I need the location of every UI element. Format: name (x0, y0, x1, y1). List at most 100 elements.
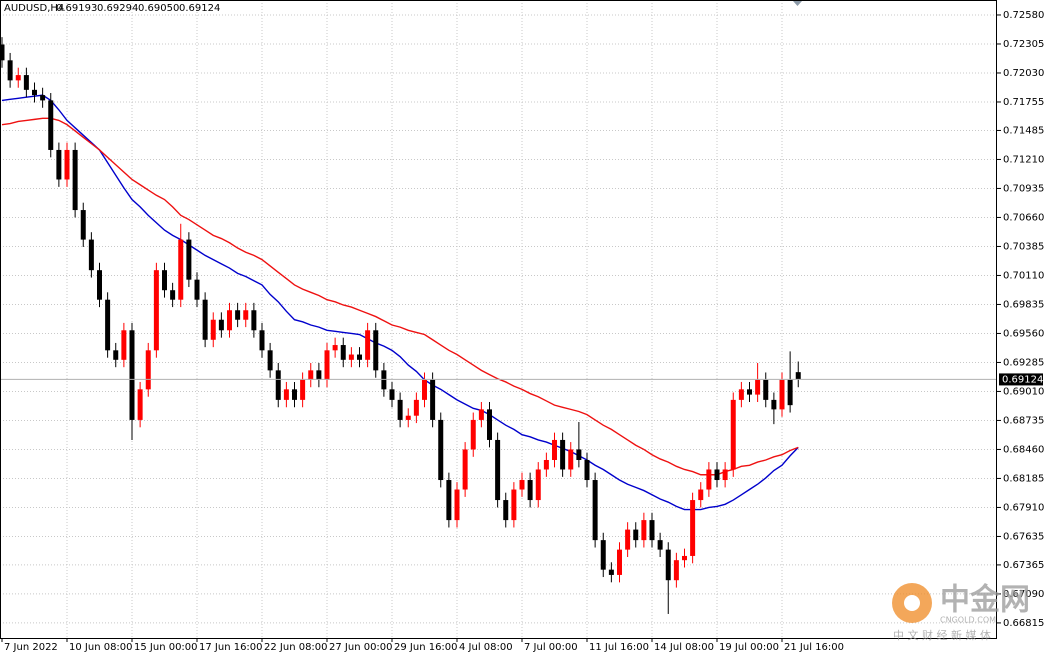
x-tick-label: 21 Jul 16:00 (784, 642, 844, 653)
y-tick-label: 0.69010 (1003, 386, 1044, 397)
candle-body (673, 560, 679, 581)
candle-body (771, 399, 777, 410)
axes: 0.72580 0.72305 0.72030 0.71755 0.71485 0.712… (1, 10, 1044, 653)
candle-body (738, 389, 744, 400)
candle-body (178, 239, 184, 300)
candle-body (641, 520, 647, 541)
y-tick-label: 0.69285 (1003, 357, 1044, 368)
x-tick-label: 7 Jul 00:00 (524, 642, 578, 653)
watermark-logo-inner (904, 595, 920, 611)
candle-body (153, 270, 159, 351)
candle-body (218, 319, 224, 331)
y-tick-label: 0.69560 (1003, 328, 1044, 339)
candle-body (32, 89, 37, 96)
shift-marker (793, 1, 802, 6)
y-tick-label: 0.70660 (1003, 212, 1044, 223)
candle-body (795, 372, 801, 380)
candle-body (7, 60, 13, 81)
candle-body (478, 409, 484, 420)
y-tick-label: 0.70385 (1003, 241, 1044, 252)
candle-body (714, 469, 720, 481)
candle-body (80, 210, 86, 240)
x-tick-label: 7 Jun 2022 (4, 642, 58, 653)
candle-body (48, 100, 54, 150)
candle-body (235, 310, 241, 320)
candle-body (552, 439, 557, 460)
y-tick-label: 0.70935 (1003, 183, 1044, 194)
candle-body (357, 354, 362, 360)
candle-body (422, 379, 427, 400)
candle-body (665, 549, 671, 581)
candle-body (227, 310, 232, 331)
ohlc-close: 0.69124 (179, 3, 220, 14)
candle-body (332, 345, 338, 351)
y-tick-label: 0.72305 (1003, 39, 1044, 50)
candle-body (706, 469, 712, 490)
candle-body (584, 459, 590, 481)
candle-body (348, 354, 354, 360)
candle-body (649, 520, 655, 541)
candle-body (145, 350, 151, 390)
candle-body (129, 330, 135, 420)
ohlc-low: 0.69050 (138, 3, 179, 14)
candle-body (137, 389, 143, 420)
candle-body (487, 409, 492, 440)
candle-body (633, 529, 639, 541)
candle-body (779, 379, 785, 410)
plot-area (0, 37, 997, 614)
candle-body (121, 330, 127, 360)
y-tick-label: 0.66815 (1003, 618, 1044, 629)
candle-body (462, 449, 468, 490)
candle-body (519, 480, 525, 490)
y-tick-label: 0.71210 (1003, 154, 1044, 165)
watermark: 中金网 CNGOLD.COM 中 文 财 经 新 媒 体 (892, 583, 1030, 642)
candle-body (373, 330, 379, 371)
candle-body (194, 279, 200, 300)
y-tick-label: 0.71485 (1003, 125, 1044, 136)
candle-body (413, 399, 419, 416)
y-tick-label: 0.70110 (1003, 270, 1044, 281)
candle-body (527, 480, 533, 501)
x-tick-label: 22 Jun 08:00 (264, 642, 328, 653)
candle-body (340, 345, 346, 360)
x-tick-label: 29 Jun 16:00 (394, 642, 458, 653)
y-tick-label: 0.68460 (1003, 444, 1044, 455)
candle-body (308, 370, 314, 380)
candle-body (15, 75, 21, 81)
candle-body (560, 439, 566, 470)
grid (0, 0, 997, 638)
candle-body (259, 330, 265, 351)
plot-frame (0, 0, 997, 639)
candle-body (600, 540, 606, 570)
candle-body (470, 419, 476, 450)
y-tick-label: 0.67910 (1003, 502, 1044, 513)
candle-body (283, 389, 289, 400)
x-tick-label: 27 Jun 00:00 (329, 642, 393, 653)
ohlc-open: 0.69193 (56, 3, 97, 14)
candle-body (365, 330, 371, 360)
candle-body (162, 270, 167, 291)
last-price-label: 0.69124 (1002, 374, 1043, 385)
candle-body (787, 379, 793, 406)
y-tick-label: 0.67090 (1003, 589, 1044, 600)
y-tick-label: 0.68735 (1003, 415, 1044, 426)
x-tick-label: 4 Jul 08:00 (459, 642, 513, 653)
candle-body (763, 379, 769, 400)
candle-body (543, 459, 549, 470)
y-tick-label: 0.67365 (1003, 560, 1044, 571)
x-tick-label: 11 Jul 16:00 (589, 642, 649, 653)
x-tick-label: 17 Jun 16:00 (199, 642, 263, 653)
candle-body (300, 379, 306, 400)
candle-body (568, 449, 574, 470)
candle-body (202, 299, 208, 340)
candle-body (170, 290, 176, 300)
ohlc-high: 0.69294 (97, 3, 138, 14)
candle-body (275, 370, 281, 400)
candle-body (251, 310, 257, 331)
candle-body (210, 319, 216, 340)
watermark-name: 中金网 (940, 583, 1030, 618)
candle-body (56, 149, 62, 180)
candle-body (657, 540, 663, 550)
candle-body (267, 350, 273, 371)
